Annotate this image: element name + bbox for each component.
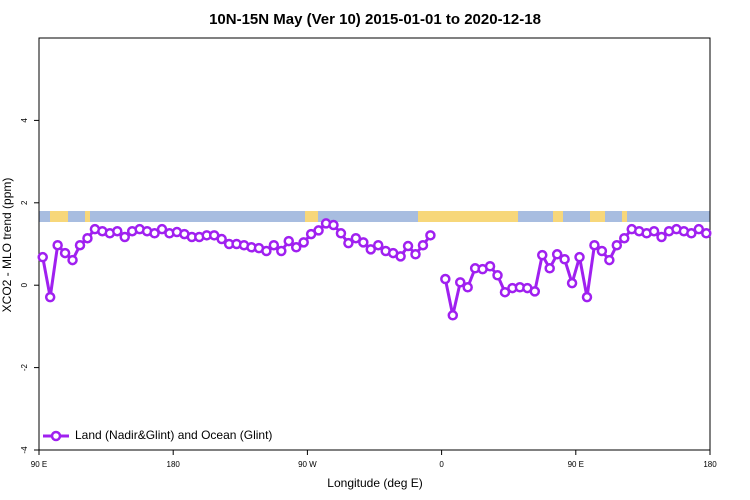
data-point [156,223,168,235]
data-point [425,230,436,241]
data-point [447,310,459,321]
data-point [566,277,578,289]
data-point [52,239,63,251]
data-point [589,239,600,251]
data-point [149,228,160,239]
data-point [693,223,705,235]
data-point [365,244,377,255]
data-point [619,232,630,244]
y-tick-label: -4 [20,446,29,454]
data-point [44,291,56,303]
data-point [686,228,697,239]
data-point [37,251,48,263]
data-point [611,239,623,251]
x-tick-label: 90 W [298,460,317,469]
data-point [544,263,555,274]
plot-frame [38,37,711,451]
data-point [656,231,667,243]
data-point [67,254,78,266]
data-point [290,242,302,253]
data-point [529,286,541,297]
data-point [574,251,585,263]
data-point [440,273,451,285]
data-point [648,225,660,237]
data-point [537,249,548,261]
y-axis-label: XCO2 - MLO trend (ppm) [0,178,14,313]
land-ocean-strip [39,211,710,222]
x-tick-label: 180 [167,460,181,469]
data-point [358,237,369,248]
data-point [298,237,309,248]
data-point [261,245,272,257]
data-point [395,251,406,262]
data-point [402,240,414,252]
data-point [59,247,71,259]
data-point [551,249,563,260]
data-point [604,254,615,266]
data-point [462,282,473,293]
legend-label: Land (Nadir&Glint) and Ocean (Glint) [75,428,272,442]
data-point [454,277,466,288]
x-axis-label: Longitude (deg E) [327,476,422,490]
y-tick-label: 2 [20,200,29,205]
data-point [581,291,593,303]
data-point [328,219,339,231]
data-point [701,228,712,239]
x-tick-label: 0 [439,460,444,469]
data-point [119,231,130,243]
data-point [499,286,511,298]
data-point [492,270,503,281]
data-point [313,225,324,236]
data-point [343,237,354,249]
data-point [283,235,295,247]
y-tick-label: -2 [20,363,29,371]
data-point [484,260,496,272]
data-point [410,249,421,260]
data-point [596,245,608,257]
data-point [350,232,362,244]
x-tick-label: 90 E [31,460,47,469]
data-point [112,225,123,237]
y-tick-label: 0 [20,282,29,287]
data-point [268,239,280,251]
x-tick-label: 180 [703,460,717,469]
data-point [335,228,347,239]
x-tick-label: 90 E [568,460,584,469]
data-point [276,245,287,257]
data-point [559,253,570,265]
data-point [372,239,384,251]
data-point [417,239,429,251]
data-point [74,239,86,251]
data-point [216,233,227,245]
data-point [82,232,93,244]
legend-marker [50,430,62,442]
chart-title: 10N-15N May (Ver 10) 2015-01-01 to 2020-… [209,11,541,28]
y-tick-label: 4 [20,118,29,123]
